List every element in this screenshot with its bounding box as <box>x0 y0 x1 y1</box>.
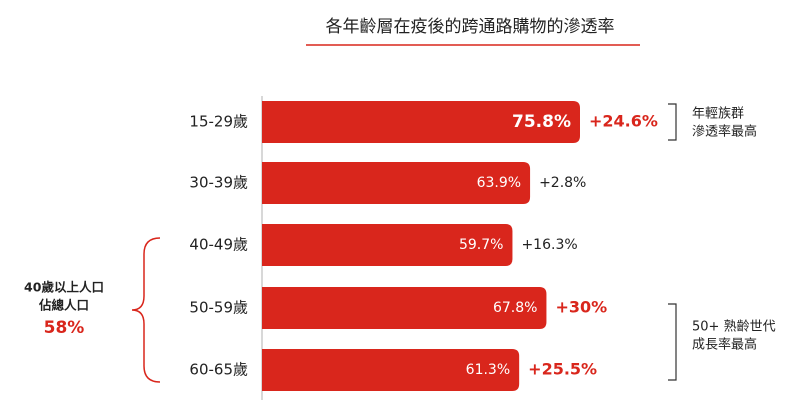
y-tick-label: 60-65歲 <box>189 361 248 379</box>
bar <box>262 162 531 204</box>
value-label: 67.8% <box>493 300 537 316</box>
annotation: 成長率最高 <box>692 337 757 353</box>
bar <box>262 101 580 143</box>
growth-label: +25.5% <box>528 360 597 379</box>
annotation: 滲透率最高 <box>692 124 757 140</box>
value-label: 63.9% <box>477 175 521 191</box>
value-label: 75.8% <box>512 112 571 132</box>
growth-label: +2.8% <box>539 175 586 191</box>
growth-label: +24.6% <box>589 112 658 131</box>
bar <box>262 349 520 391</box>
annotation: 年輕族群 <box>692 106 744 122</box>
group-note: 40歲以上人口 <box>24 280 104 295</box>
growth-label: +30% <box>555 298 607 317</box>
y-tick-label: 15-29歲 <box>189 113 248 131</box>
bracket <box>668 303 677 381</box>
bar <box>262 224 513 266</box>
chart-title: 各年齡層在疫後的跨通路購物的滲透率 <box>326 17 615 37</box>
y-tick-label: 50-59歲 <box>189 299 248 317</box>
bracket <box>668 103 677 141</box>
value-label: 61.3% <box>466 362 510 378</box>
group-bracket <box>131 237 161 383</box>
y-tick-label: 30-39歲 <box>189 174 248 192</box>
group-note: 佔總人口 <box>38 298 89 313</box>
value-label: 59.7% <box>459 237 503 253</box>
y-tick-label: 40-49歲 <box>189 236 248 254</box>
group-note-value: 58% <box>44 318 85 338</box>
bar <box>262 287 547 329</box>
annotation: 50+ 熟齡世代 <box>692 319 776 335</box>
growth-label: +16.3% <box>521 237 577 253</box>
